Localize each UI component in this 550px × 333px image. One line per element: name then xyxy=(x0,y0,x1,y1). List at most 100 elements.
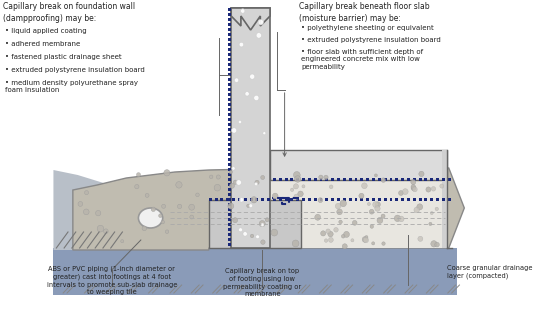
Circle shape xyxy=(339,220,342,224)
Bar xyxy=(436,178,439,181)
Bar xyxy=(360,178,364,181)
Circle shape xyxy=(161,220,164,224)
Bar xyxy=(273,198,276,201)
Circle shape xyxy=(361,183,367,189)
Bar xyxy=(337,198,340,201)
Bar xyxy=(355,198,358,201)
Bar xyxy=(228,188,231,191)
Circle shape xyxy=(243,232,248,236)
Circle shape xyxy=(239,228,243,232)
Text: • adhered membrane: • adhered membrane xyxy=(5,41,80,47)
Bar xyxy=(378,198,381,201)
Bar xyxy=(228,18,231,21)
Bar xyxy=(228,123,231,126)
Polygon shape xyxy=(53,170,126,250)
Circle shape xyxy=(328,237,333,242)
Circle shape xyxy=(359,193,364,198)
Circle shape xyxy=(292,240,299,247)
Bar xyxy=(228,108,231,111)
Bar xyxy=(448,178,450,181)
Circle shape xyxy=(229,183,234,188)
Circle shape xyxy=(399,216,404,222)
Circle shape xyxy=(216,175,221,179)
Polygon shape xyxy=(270,180,447,248)
Circle shape xyxy=(190,215,194,219)
Circle shape xyxy=(329,185,333,189)
Circle shape xyxy=(145,193,149,197)
Text: • fastened plastic drainage sheet: • fastened plastic drainage sheet xyxy=(5,54,122,60)
Bar xyxy=(366,198,369,201)
Circle shape xyxy=(254,95,259,101)
Bar xyxy=(244,198,247,201)
Circle shape xyxy=(240,9,245,13)
Bar xyxy=(389,178,393,181)
Bar xyxy=(320,178,322,181)
Bar xyxy=(228,38,231,41)
Circle shape xyxy=(263,132,266,135)
Circle shape xyxy=(337,209,342,215)
Bar xyxy=(290,178,293,181)
Circle shape xyxy=(196,193,199,197)
Circle shape xyxy=(96,210,101,216)
Bar xyxy=(284,178,288,181)
Circle shape xyxy=(431,241,437,247)
Bar xyxy=(228,23,231,26)
Circle shape xyxy=(367,202,370,205)
Bar xyxy=(389,198,393,201)
Bar xyxy=(228,163,231,166)
Circle shape xyxy=(258,19,263,25)
Circle shape xyxy=(411,179,416,185)
Circle shape xyxy=(342,244,347,249)
Circle shape xyxy=(372,242,375,245)
Bar xyxy=(53,248,456,295)
Bar xyxy=(250,198,252,201)
Bar xyxy=(238,198,241,201)
Circle shape xyxy=(399,190,403,195)
Bar xyxy=(302,198,305,201)
Bar xyxy=(228,193,231,196)
Circle shape xyxy=(328,231,333,237)
Bar xyxy=(314,198,317,201)
Circle shape xyxy=(375,174,377,177)
Circle shape xyxy=(370,225,373,228)
Circle shape xyxy=(272,193,278,199)
Circle shape xyxy=(290,188,294,191)
Bar xyxy=(228,103,231,106)
Circle shape xyxy=(412,187,417,192)
Bar xyxy=(279,178,282,181)
Circle shape xyxy=(228,203,234,209)
Bar xyxy=(372,178,375,181)
Circle shape xyxy=(377,217,383,223)
Circle shape xyxy=(326,229,331,233)
Bar xyxy=(228,78,231,81)
Bar xyxy=(308,178,311,181)
Bar xyxy=(228,13,231,16)
Bar xyxy=(366,178,369,181)
Bar xyxy=(228,28,231,31)
Bar xyxy=(436,198,439,201)
Circle shape xyxy=(381,214,385,218)
Circle shape xyxy=(342,234,345,238)
Circle shape xyxy=(431,186,436,191)
Circle shape xyxy=(85,190,89,195)
Bar xyxy=(228,68,231,71)
Bar xyxy=(419,198,421,201)
Text: • floor slab with sufficient depth of
engineered concrete mix with low
permeabil: • floor slab with sufficient depth of en… xyxy=(301,49,424,70)
Bar xyxy=(228,53,231,56)
Bar xyxy=(261,198,264,201)
Circle shape xyxy=(233,180,238,184)
Bar xyxy=(407,178,410,181)
Bar xyxy=(360,198,364,201)
Circle shape xyxy=(265,218,269,222)
Bar xyxy=(395,178,398,181)
Bar xyxy=(296,198,299,201)
Bar xyxy=(228,153,231,156)
Circle shape xyxy=(381,178,386,182)
Circle shape xyxy=(135,184,139,189)
Bar xyxy=(448,198,450,201)
Circle shape xyxy=(97,225,104,232)
Circle shape xyxy=(394,215,400,221)
Circle shape xyxy=(234,78,239,82)
Bar xyxy=(228,178,231,181)
Bar xyxy=(413,178,416,181)
